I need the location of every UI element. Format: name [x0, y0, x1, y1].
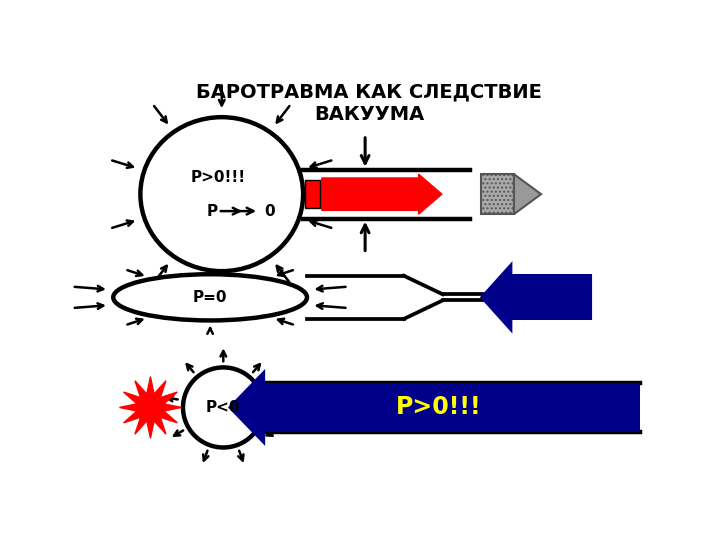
Text: P>0!!!: P>0!!!: [396, 395, 482, 420]
Ellipse shape: [140, 117, 303, 271]
Polygon shape: [120, 377, 181, 438]
Circle shape: [183, 367, 264, 448]
Bar: [305, 180, 320, 208]
Text: БАРОТРАВМА КАК СЛЕДСТВИЕ: БАРОТРАВМА КАК СЛЕДСТВИЕ: [196, 82, 542, 102]
Text: P=0: P=0: [193, 290, 228, 305]
Bar: [265, 383, 640, 432]
Text: 0: 0: [264, 204, 275, 219]
Text: ВАКУУМА: ВАКУУМА: [314, 105, 424, 124]
FancyArrow shape: [322, 174, 442, 214]
Bar: [513, 274, 594, 320]
Bar: [482, 174, 514, 214]
Polygon shape: [228, 369, 265, 446]
Text: P: P: [207, 204, 218, 219]
Text: P>0!!!: P>0!!!: [190, 170, 246, 185]
Polygon shape: [514, 174, 541, 214]
Ellipse shape: [113, 274, 307, 320]
Polygon shape: [480, 261, 513, 334]
Text: P<0: P<0: [206, 400, 240, 415]
